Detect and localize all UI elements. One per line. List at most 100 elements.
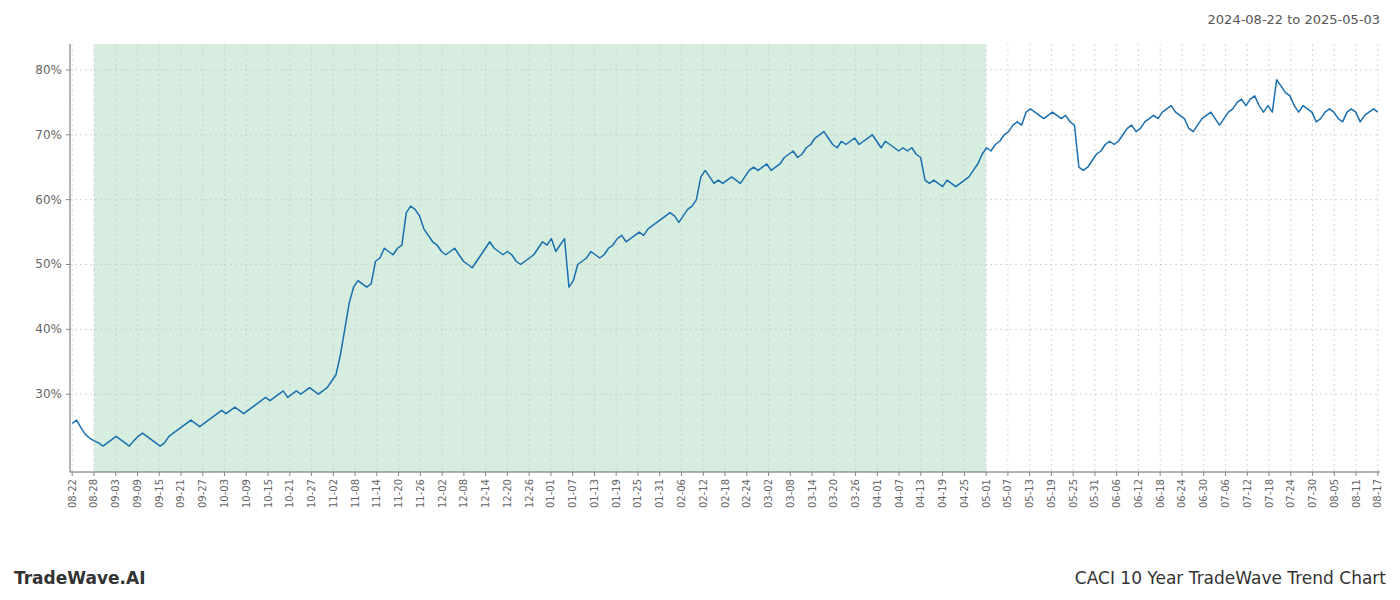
x-tick — [420, 472, 421, 476]
x-tick-label: 07-12 — [1242, 479, 1253, 508]
x-tick — [1029, 472, 1030, 476]
x-tick — [964, 472, 965, 476]
x-tick — [855, 472, 856, 476]
x-tick-label: 11-26 — [415, 479, 426, 508]
x-grid-line — [920, 44, 921, 472]
x-tick-label: 05-07 — [1002, 479, 1013, 508]
x-tick-label: 03-20 — [828, 479, 839, 508]
x-tick — [398, 472, 399, 476]
x-grid-line — [485, 44, 486, 472]
x-tick-label: 09-21 — [175, 479, 186, 508]
x-grid-line — [790, 44, 791, 472]
x-tick-label: 08-28 — [88, 479, 99, 508]
x-tick — [986, 472, 987, 476]
x-tick-label: 09-03 — [110, 479, 121, 508]
x-tick-label: 03-08 — [785, 479, 796, 508]
x-tick-label: 02-24 — [741, 479, 752, 508]
x-grid-line — [572, 44, 573, 472]
x-tick — [507, 472, 508, 476]
x-grid-line — [1334, 44, 1335, 472]
x-tick — [833, 472, 834, 476]
x-grid-line — [1160, 44, 1161, 472]
plot-area — [70, 44, 1380, 472]
x-tick-label: 02-18 — [720, 479, 731, 508]
y-grid-line — [70, 264, 1380, 265]
x-tick — [137, 472, 138, 476]
x-tick — [93, 472, 94, 476]
x-tick-label: 07-30 — [1307, 479, 1318, 508]
x-tick-label: 01-07 — [567, 479, 578, 508]
x-grid-line — [1051, 44, 1052, 472]
x-tick — [1138, 472, 1139, 476]
x-grid-line — [507, 44, 508, 472]
y-tick — [66, 394, 70, 395]
grid — [70, 44, 1380, 472]
x-tick — [333, 472, 334, 476]
x-tick-label: 01-31 — [654, 479, 665, 508]
x-grid-line — [115, 44, 116, 472]
x-tick-label: 12-26 — [524, 479, 535, 508]
x-grid-line — [681, 44, 682, 472]
x-grid-line — [1356, 44, 1357, 472]
x-tick-label: 05-13 — [1024, 479, 1035, 508]
x-tick — [1051, 472, 1052, 476]
x-tick-label: 01-13 — [589, 479, 600, 508]
x-tick-label: 09-09 — [132, 479, 143, 508]
x-tick-label: 04-01 — [872, 479, 883, 508]
x-grid-line — [746, 44, 747, 472]
x-grid-line — [159, 44, 160, 472]
x-tick-label: 03-02 — [763, 479, 774, 508]
x-tick-label: 11-08 — [350, 479, 361, 508]
y-tick-label: 80% — [35, 63, 62, 77]
x-tick-label: 12-14 — [480, 479, 491, 508]
x-tick-label: 08-05 — [1329, 479, 1340, 508]
x-tick — [637, 472, 638, 476]
x-grid-line — [1073, 44, 1074, 472]
x-tick-label: 04-25 — [959, 479, 970, 508]
x-tick — [1073, 472, 1074, 476]
x-tick-label: 08-22 — [67, 479, 78, 508]
x-tick — [1007, 472, 1008, 476]
x-grid-line — [703, 44, 704, 472]
x-tick-label: 06-06 — [1111, 479, 1122, 508]
x-tick-label: 11-14 — [371, 479, 382, 508]
x-grid-line — [463, 44, 464, 472]
x-tick-label: 10-03 — [219, 479, 230, 508]
x-grid-line — [246, 44, 247, 472]
x-tick-label: 05-19 — [1046, 479, 1057, 508]
y-grid-line — [70, 69, 1380, 70]
x-tick — [1377, 472, 1378, 476]
x-grid-line — [1181, 44, 1182, 472]
x-tick-label: 06-30 — [1198, 479, 1209, 508]
x-tick-label: 07-06 — [1220, 479, 1231, 508]
x-tick-label: 08-11 — [1351, 479, 1362, 508]
x-tick — [812, 472, 813, 476]
x-grid-line — [376, 44, 377, 472]
title: CACI 10 Year TradeWave Trend Chart — [1075, 568, 1387, 588]
x-tick-label: 07-18 — [1264, 479, 1275, 508]
y-tick — [66, 264, 70, 265]
x-tick — [311, 472, 312, 476]
x-tick-label: 10-15 — [263, 479, 274, 508]
x-tick-label: 05-31 — [1089, 479, 1100, 508]
x-tick — [768, 472, 769, 476]
y-tick-label: 60% — [35, 193, 62, 207]
x-grid-line — [812, 44, 813, 472]
x-grid-line — [137, 44, 138, 472]
x-tick — [180, 472, 181, 476]
trend-line — [72, 80, 1378, 446]
x-grid-line — [725, 44, 726, 472]
x-tick — [746, 472, 747, 476]
x-tick-label: 10-21 — [284, 479, 295, 508]
x-grid-line — [899, 44, 900, 472]
x-tick — [1312, 472, 1313, 476]
x-tick — [268, 472, 269, 476]
x-grid-line — [1138, 44, 1139, 472]
x-tick — [920, 472, 921, 476]
x-tick-label: 04-07 — [894, 479, 905, 508]
x-tick-label: 03-14 — [807, 479, 818, 508]
brand-annotation: TradeWave.AI — [14, 568, 145, 588]
x-tick-label: 04-19 — [937, 479, 948, 508]
x-tick — [1356, 472, 1357, 476]
x-tick — [1269, 472, 1270, 476]
